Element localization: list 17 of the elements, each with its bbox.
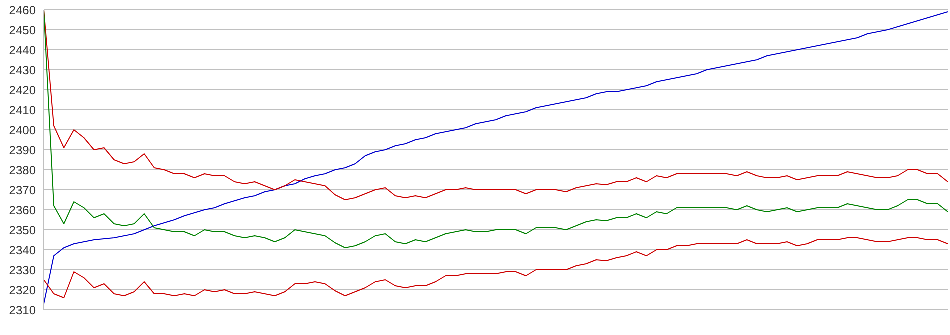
- y-tick-label: 2390: [9, 143, 36, 158]
- y-tick-label: 2310: [9, 303, 36, 318]
- y-tick-label: 2370: [9, 183, 36, 198]
- y-tick-label: 2330: [9, 263, 36, 278]
- y-tick-label: 2430: [9, 63, 36, 78]
- y-tick-label: 2400: [9, 123, 36, 138]
- y-tick-label: 2350: [9, 223, 36, 238]
- line-series: [44, 238, 948, 298]
- y-tick-label: 2450: [9, 23, 36, 38]
- y-tick-label: 2440: [9, 43, 36, 58]
- y-tick-label: 2340: [9, 243, 36, 258]
- y-tick-label: 2410: [9, 103, 36, 118]
- y-tick-label: 2380: [9, 163, 36, 178]
- y-tick-label: 2460: [9, 3, 36, 18]
- y-tick-label: 2420: [9, 83, 36, 98]
- y-tick-label: 2320: [9, 283, 36, 298]
- y-tick-label: 2360: [9, 203, 36, 218]
